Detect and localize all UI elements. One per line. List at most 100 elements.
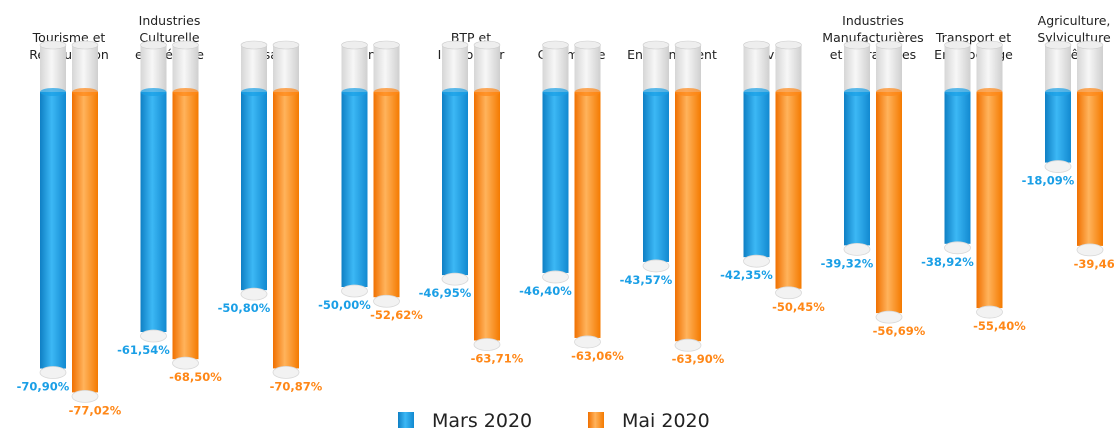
tube-bottom bbox=[775, 286, 802, 300]
category-line: Agriculture, bbox=[1038, 13, 1111, 28]
tube-top-edge bbox=[944, 88, 971, 96]
tube-bottom bbox=[473, 338, 501, 351]
tube-cap bbox=[1076, 40, 1104, 50]
tube-bottom bbox=[1076, 243, 1104, 257]
tube-top bbox=[643, 45, 669, 92]
bar bbox=[775, 92, 802, 289]
legend-label: Mars 2020 bbox=[432, 410, 532, 432]
value-label: -63,06% bbox=[571, 349, 624, 363]
bar bbox=[241, 92, 267, 291]
value-label: -42,35% bbox=[720, 268, 773, 282]
tube-cap bbox=[473, 40, 501, 50]
tube-bottom bbox=[272, 365, 300, 379]
tube-bottom bbox=[843, 242, 871, 256]
value-label: -39,32% bbox=[821, 256, 874, 270]
bar bbox=[442, 92, 468, 276]
tube-top bbox=[1077, 45, 1103, 92]
tube-bottom bbox=[642, 259, 670, 273]
tube-cap bbox=[71, 40, 99, 50]
tube-top bbox=[574, 45, 601, 92]
tube-cap bbox=[642, 40, 670, 50]
tube-top bbox=[542, 45, 569, 92]
bar bbox=[172, 92, 199, 360]
tube-cap bbox=[743, 40, 770, 50]
tube-top-edge bbox=[273, 88, 299, 96]
category-label: Enseignement bbox=[627, 47, 717, 62]
tube-cap bbox=[172, 40, 199, 50]
bar bbox=[675, 92, 701, 342]
tube-top bbox=[40, 45, 66, 92]
tube-cap bbox=[373, 40, 400, 50]
value-label: -70,90% bbox=[17, 380, 70, 394]
value-label: -52,62% bbox=[370, 308, 423, 322]
tube-bottom bbox=[875, 310, 903, 324]
tube-cap bbox=[542, 40, 569, 50]
tube-top bbox=[140, 45, 167, 92]
tube-top-edge bbox=[775, 88, 802, 96]
tube-bottom bbox=[140, 329, 167, 343]
tube-bottom bbox=[39, 366, 67, 379]
tube-bottom bbox=[373, 294, 400, 308]
tube-top bbox=[273, 45, 299, 92]
value-label: -46,40% bbox=[519, 284, 572, 298]
bar bbox=[876, 92, 902, 314]
tube-top bbox=[241, 45, 267, 92]
tube-bottom bbox=[172, 356, 199, 370]
tube-cap bbox=[441, 40, 469, 50]
tube-bottom bbox=[341, 284, 368, 298]
bar bbox=[542, 92, 569, 273]
bar bbox=[273, 92, 299, 369]
tube-top-edge bbox=[40, 88, 66, 96]
bar bbox=[140, 92, 167, 333]
value-label: -46,95% bbox=[419, 286, 472, 300]
tube-top bbox=[373, 45, 400, 92]
tube-bottom bbox=[441, 272, 469, 286]
bar bbox=[976, 92, 1003, 309]
value-label: -50,45% bbox=[772, 300, 825, 314]
tube-bottom bbox=[542, 270, 569, 284]
value-label: -68,50% bbox=[169, 370, 222, 384]
tube-top-edge bbox=[474, 88, 500, 96]
tube-bottom bbox=[976, 305, 1003, 319]
tube-bottom bbox=[743, 254, 770, 268]
tube-cap bbox=[843, 40, 871, 50]
category-line: Enseignement bbox=[627, 47, 717, 62]
tube-top bbox=[675, 45, 701, 92]
value-label: -38,92% bbox=[921, 255, 974, 269]
tube-cap bbox=[272, 40, 300, 50]
tube-top bbox=[844, 45, 870, 92]
tube-top-edge bbox=[72, 88, 98, 96]
category-line: Industries bbox=[842, 13, 904, 28]
tube-top bbox=[474, 45, 500, 92]
legend-swatch bbox=[588, 412, 604, 428]
tube-top-edge bbox=[172, 88, 199, 96]
tube-top bbox=[72, 45, 98, 92]
tube-bottom bbox=[944, 241, 971, 255]
tube-top-edge bbox=[140, 88, 167, 96]
tube-cap bbox=[39, 40, 67, 50]
value-label: -70,87% bbox=[270, 379, 323, 393]
value-label: -18,09% bbox=[1022, 174, 1075, 188]
value-label: -55,40% bbox=[973, 319, 1026, 333]
bar bbox=[40, 92, 66, 369]
value-label: -56,69% bbox=[873, 324, 926, 338]
tube-top-edge bbox=[876, 88, 902, 96]
category-line: Manufacturières bbox=[822, 30, 923, 45]
category-line: Industries bbox=[139, 13, 201, 28]
value-label: -39,46% bbox=[1074, 257, 1114, 271]
value-label: -43,57% bbox=[620, 273, 673, 287]
bar bbox=[944, 92, 971, 244]
tube-top bbox=[976, 45, 1003, 92]
tube-cap bbox=[775, 40, 802, 50]
tube-top-edge bbox=[442, 88, 468, 96]
tube-top bbox=[743, 45, 770, 92]
tube-top-edge bbox=[675, 88, 701, 96]
tube-bottom bbox=[1044, 160, 1072, 173]
tube-top-edge bbox=[542, 88, 569, 96]
bar bbox=[1045, 92, 1071, 163]
bar bbox=[643, 92, 669, 262]
tube-top bbox=[876, 45, 902, 92]
tube-bottom bbox=[674, 338, 702, 352]
bar bbox=[373, 92, 400, 298]
tube-cap bbox=[140, 40, 167, 50]
